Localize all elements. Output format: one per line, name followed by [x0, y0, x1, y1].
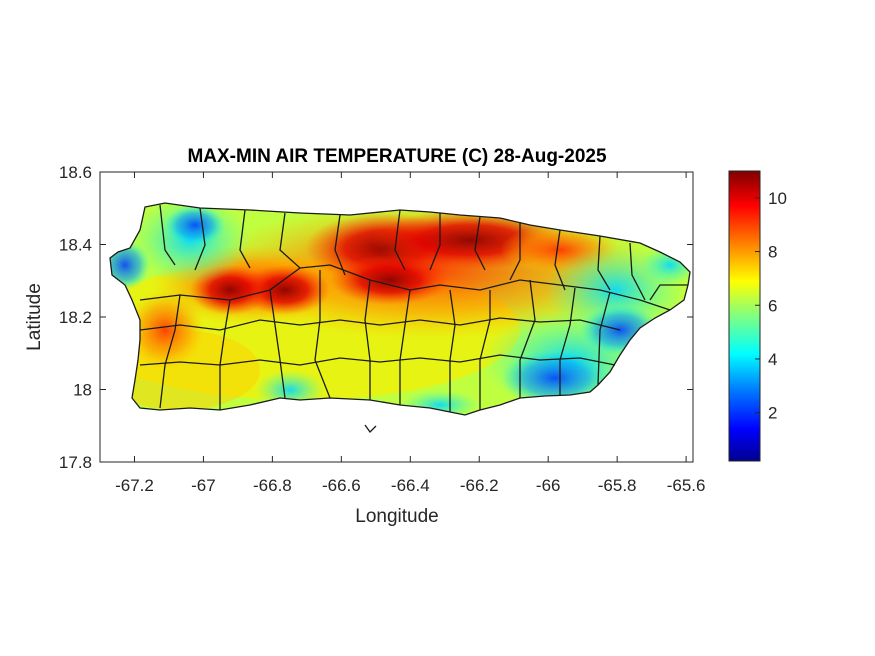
y-tick-label: 17.8	[59, 453, 92, 472]
map-title: MAX-MIN AIR TEMPERATURE (C) 28-Aug-2025	[187, 146, 607, 167]
colorbar	[728, 170, 761, 462]
x-tick-label: -65.6	[667, 476, 706, 495]
municipality-boundaries	[109, 202, 691, 434]
colorbar-tick-label: 8	[768, 243, 777, 262]
x-tick-label: -67	[191, 476, 216, 495]
y-axis-label: Latitude	[24, 283, 45, 351]
x-tick-label: -66.8	[253, 476, 292, 495]
x-axis-label: Longitude	[355, 506, 438, 527]
x-tick-label: -66.4	[391, 476, 430, 495]
x-axis: -67.2 -67 -66.8 -66.6 -66.4 -66.2 -66 -65.8 -65.…	[115, 172, 705, 495]
colorbar-tick-label: 10	[768, 189, 787, 208]
y-tick-label: 18.2	[59, 308, 92, 327]
y-tick-label: 18.6	[59, 163, 92, 182]
x-tick-label: -67.2	[115, 476, 154, 495]
x-tick-label: -65.8	[598, 476, 637, 495]
colorbar-tick-label: 6	[768, 296, 777, 315]
x-tick-label: -66	[536, 476, 561, 495]
x-tick-label: -66.6	[322, 476, 361, 495]
y-axis: 17.8 18 18.2 18.4 18.6	[59, 163, 693, 472]
y-tick-label: 18.4	[59, 236, 92, 255]
colorbar-tick-label: 2	[768, 404, 777, 423]
colorbar-tick-label: 4	[768, 350, 777, 369]
y-tick-label: 18	[73, 381, 92, 400]
temperature-field	[110, 203, 690, 415]
colorbar-ticks: 2 4 6 8 10	[755, 189, 787, 423]
x-tick-label: -66.2	[460, 476, 499, 495]
